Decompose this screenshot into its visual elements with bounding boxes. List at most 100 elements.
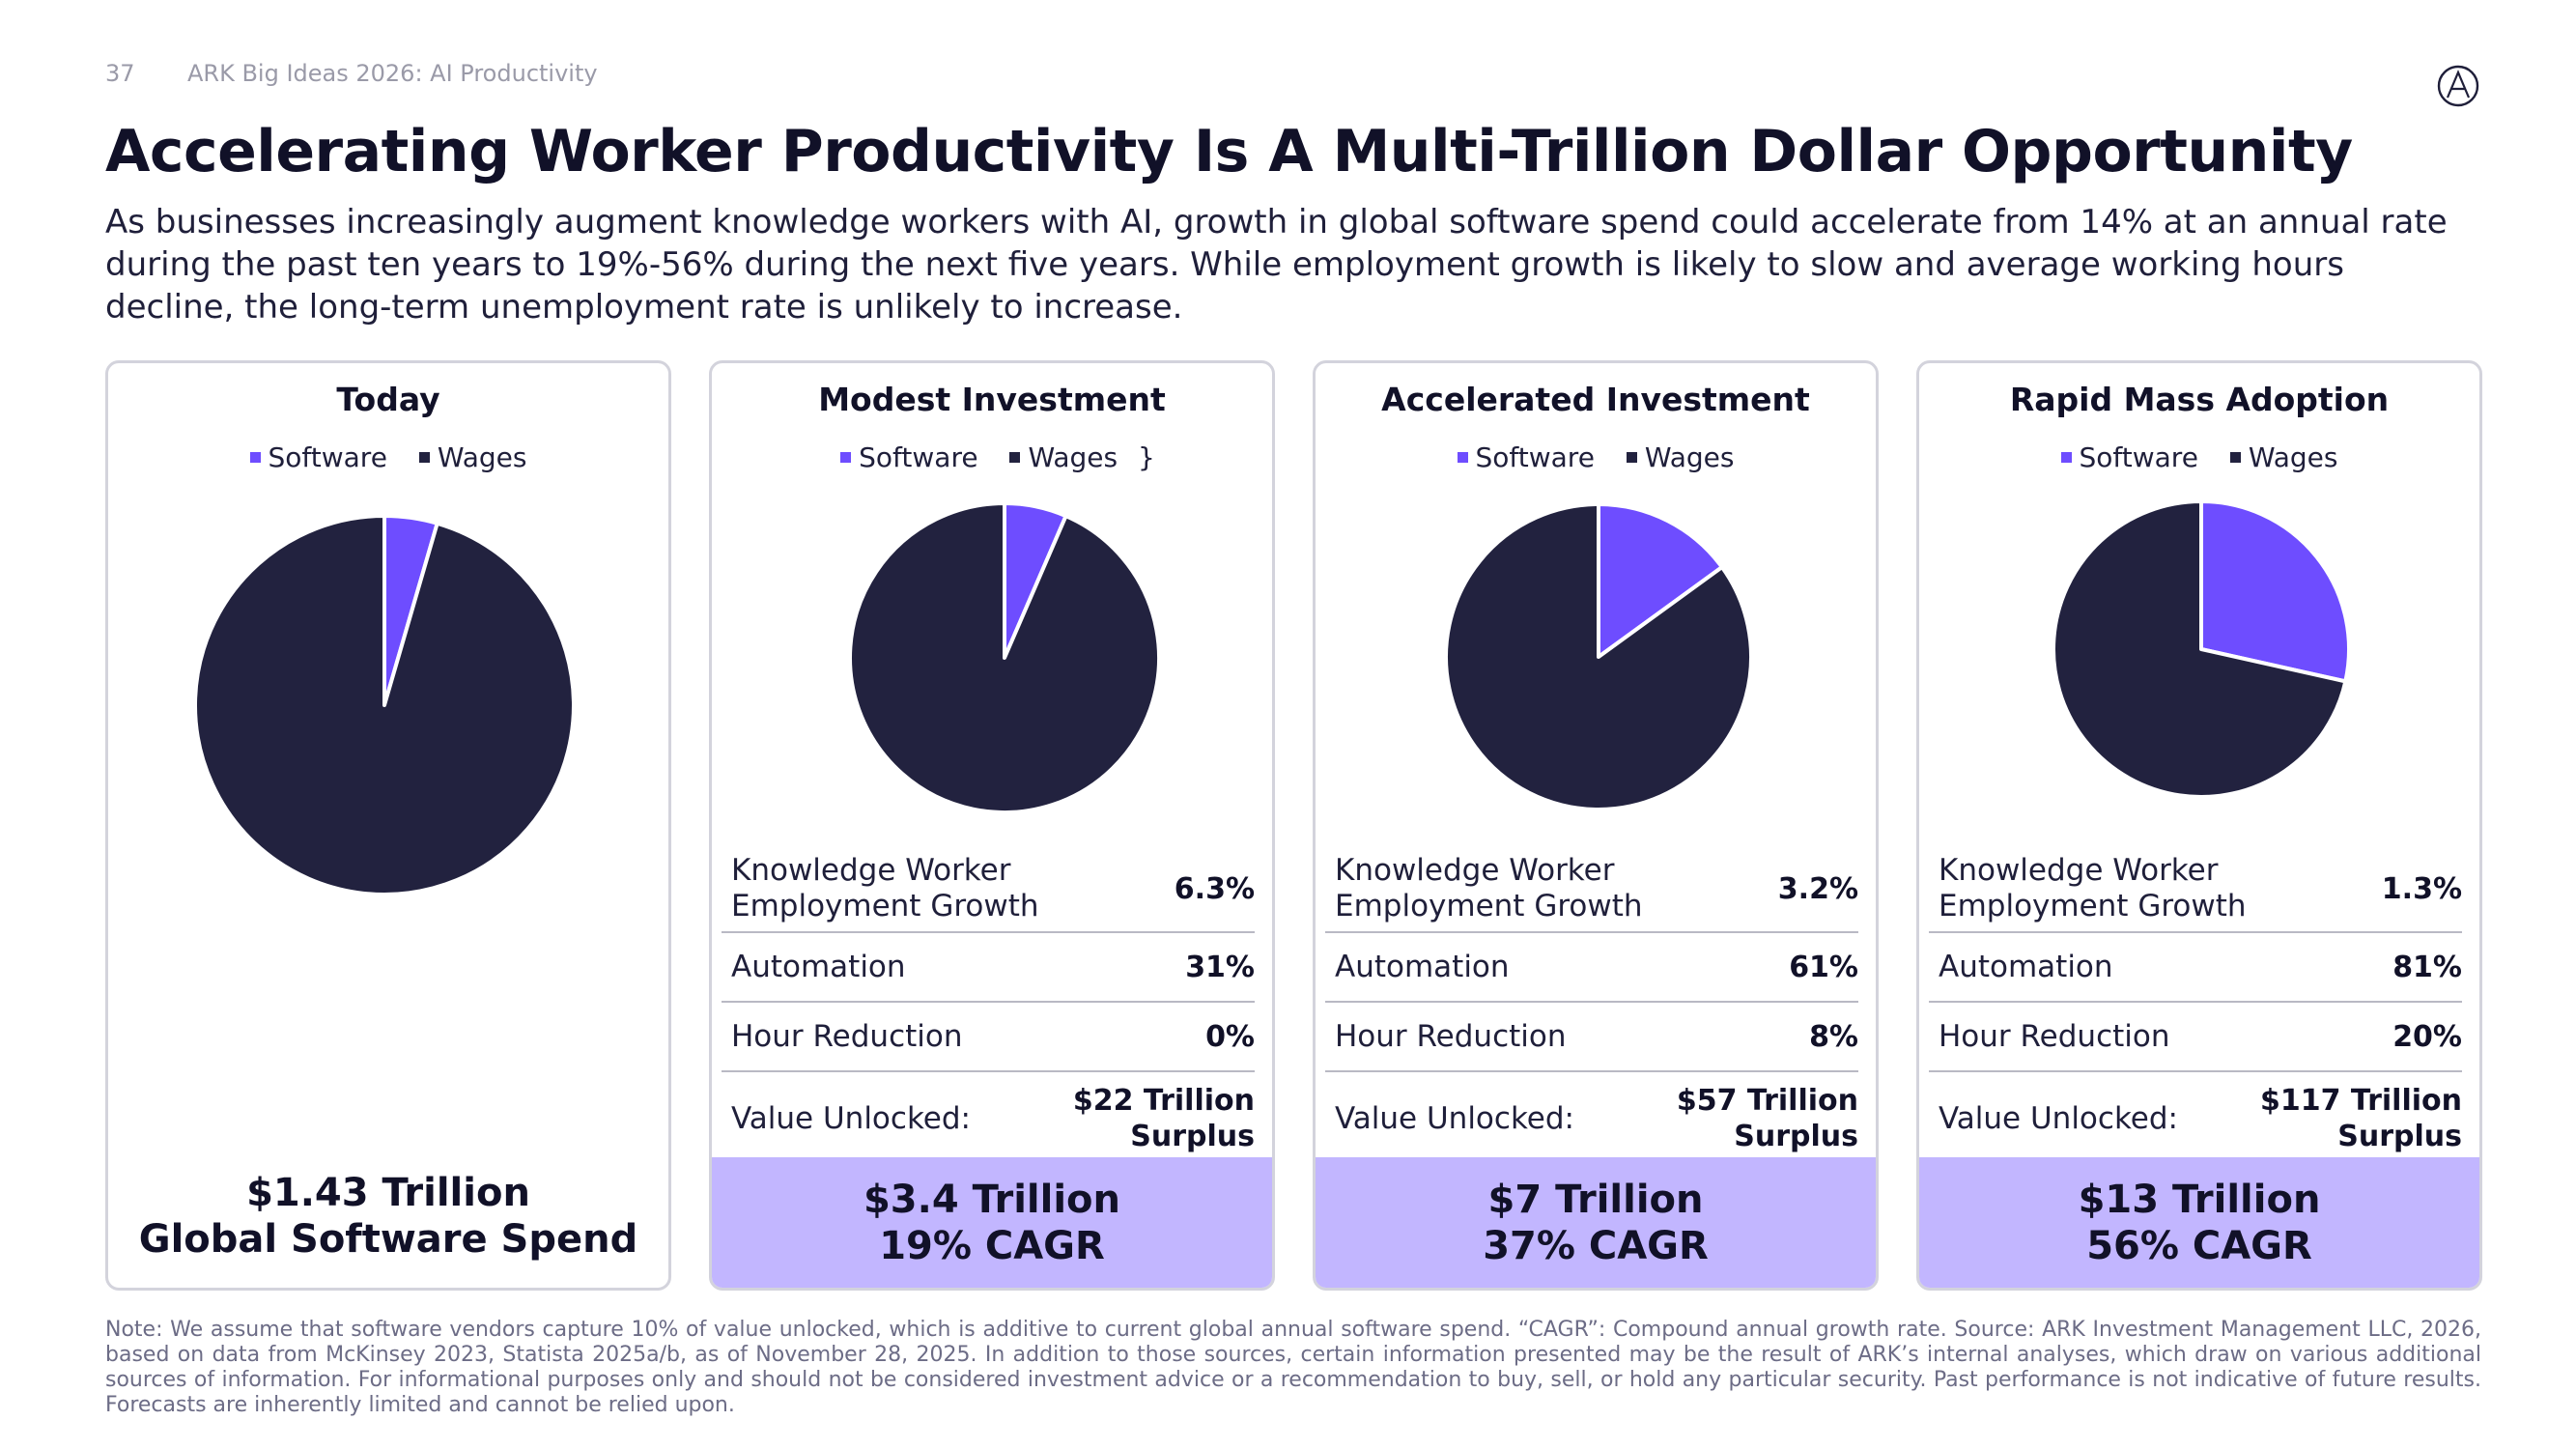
metric-row-automation: Automation 81% xyxy=(1929,933,2462,1003)
pie-chart xyxy=(1444,502,1753,811)
global-software-spend: $1.43 Trillion Global Software Spend xyxy=(108,1170,668,1263)
metric-row-value: Value Unlocked: $22 Trillion Surplus xyxy=(722,1072,1255,1165)
legend-item-wages: Wages xyxy=(1009,441,1118,473)
metric-value: 8% xyxy=(1809,1019,1858,1054)
legend-swatch-software xyxy=(249,451,261,463)
projected-cagr: 37% CAGR xyxy=(1483,1223,1709,1268)
metric-row-employment: Knowledge Worker Employment Growth 3.2% xyxy=(1325,846,1858,933)
scenario-card-modest: Modest Investment Software Wages } Knowl… xyxy=(709,360,1275,1291)
legend-label: Software xyxy=(2079,441,2198,473)
projection-band: $13 Trillion 56% CAGR xyxy=(1919,1157,2479,1288)
metric-value: 20% xyxy=(2392,1019,2462,1054)
metric-value: 0% xyxy=(1205,1019,1255,1054)
legend-label: Wages xyxy=(1644,441,1735,473)
card-title: Rapid Mass Adoption xyxy=(2009,381,2390,418)
legend-swatch-wages xyxy=(2229,451,2241,463)
page-subtitle: As businesses increasingly augment knowl… xyxy=(105,203,2448,327)
metric-row-automation: Automation 31% xyxy=(722,933,1255,1003)
metric-label: Hour Reduction xyxy=(1939,1018,2170,1054)
metric-row-hours: Hour Reduction 0% xyxy=(722,1003,1255,1072)
metric-label: Value Unlocked: xyxy=(1335,1100,1574,1136)
page-number: 37 xyxy=(105,60,135,87)
metric-label: Automation xyxy=(731,949,906,984)
metric-label: Automation xyxy=(1939,949,2113,984)
pie-slice-wages xyxy=(1444,502,1753,811)
scenario-card-accelerated: Accelerated Investment Software Wages Kn… xyxy=(1313,360,1879,1291)
metric-value: 3.2% xyxy=(1777,871,1858,906)
card-title: Accelerated Investment xyxy=(1381,381,1810,418)
value-amount: $57 Trillion xyxy=(1676,1084,1858,1118)
metric-row-employment: Knowledge Worker Employment Growth 6.3% xyxy=(722,846,1255,933)
projected-spend: $7 Trillion xyxy=(1487,1177,1704,1222)
pie-slice-wages xyxy=(193,514,576,896)
metric-value: $57 Trillion Surplus xyxy=(1677,1083,1858,1154)
deck-title: ARK Big Ideas 2026: AI Productivity xyxy=(187,60,598,87)
pie-slice-wages xyxy=(848,501,1161,814)
metric-value: 6.3% xyxy=(1174,871,1255,906)
projection-band: $7 Trillion 37% CAGR xyxy=(1316,1157,1876,1288)
pie-chart xyxy=(193,514,576,896)
pie-chart xyxy=(848,501,1161,814)
metric-label: Knowledge Worker Employment Growth xyxy=(731,853,1039,923)
projected-cagr: 19% CAGR xyxy=(879,1223,1105,1268)
value-suffix: Surplus xyxy=(1130,1120,1255,1153)
legend-swatch-wages xyxy=(1626,451,1637,463)
page-title: Accelerating Worker Productivity Is A Mu… xyxy=(105,118,2353,185)
metric-label: Value Unlocked: xyxy=(1939,1100,2178,1136)
metrics-table: Knowledge Worker Employment Growth 1.3% … xyxy=(1929,846,2462,1165)
metrics-table: Knowledge Worker Employment Growth 6.3% … xyxy=(722,846,1255,1165)
legend-label: Software xyxy=(1475,441,1595,473)
metric-label: Knowledge Worker Employment Growth xyxy=(1939,853,2247,923)
metric-label: Hour Reduction xyxy=(1335,1018,1567,1054)
chart-legend: Software Wages } xyxy=(712,441,1272,473)
ark-logo-icon xyxy=(2437,65,2479,107)
projection-band: $3.4 Trillion 19% CAGR xyxy=(712,1157,1272,1288)
footnote: Note: We assume that software vendors ca… xyxy=(105,1318,2481,1417)
chart-legend: Software Wages xyxy=(1919,441,2479,473)
card-title: Today xyxy=(336,381,440,418)
legend-swatch-software xyxy=(2060,451,2072,463)
value-suffix: Surplus xyxy=(2337,1120,2462,1153)
legend-label: Wages xyxy=(1028,441,1118,473)
metric-label: Knowledge Worker Employment Growth xyxy=(1335,853,1643,923)
legend-item-wages: Wages xyxy=(418,441,526,473)
projected-cagr: 56% CAGR xyxy=(2086,1223,2312,1268)
legend-item-software: Software xyxy=(249,441,387,473)
pie-slice-software xyxy=(1597,502,1724,659)
metric-value: $22 Trillion Surplus xyxy=(1073,1083,1255,1154)
legend-item-software: Software xyxy=(2060,441,2198,473)
metric-label: Automation xyxy=(1335,949,1510,984)
card-title: Modest Investment xyxy=(818,381,1166,418)
legend-swatch-wages xyxy=(1009,451,1021,463)
metric-row-value: Value Unlocked: $117 Trillion Surplus xyxy=(1929,1072,2462,1165)
pie-slice-software xyxy=(2199,499,2351,684)
scenario-card-rapid: Rapid Mass Adoption Software Wages Knowl… xyxy=(1916,360,2482,1291)
metric-label: Hour Reduction xyxy=(731,1018,963,1054)
metric-value: $117 Trillion Surplus xyxy=(2260,1083,2462,1154)
metric-value: 61% xyxy=(1789,950,1858,984)
projected-spend: $3.4 Trillion xyxy=(863,1177,1121,1222)
legend-item-software: Software xyxy=(840,441,978,473)
metric-row-automation: Automation 61% xyxy=(1325,933,1858,1003)
legend-item-wages: Wages xyxy=(1626,441,1735,473)
chart-legend: Software Wages xyxy=(1316,441,1876,473)
metric-value: 81% xyxy=(2392,950,2462,984)
metric-value: 31% xyxy=(1185,950,1255,984)
metric-row-employment: Knowledge Worker Employment Growth 1.3% xyxy=(1929,846,2462,933)
legend-label: Wages xyxy=(2248,441,2338,473)
legend-swatch-wages xyxy=(418,451,430,463)
legend-label: Software xyxy=(859,441,978,473)
footer-caption: Global Software Spend xyxy=(138,1217,638,1262)
footer-amount: $1.43 Trillion xyxy=(246,1171,530,1215)
metric-row-value: Value Unlocked: $57 Trillion Surplus xyxy=(1325,1072,1858,1165)
legend-item-wages: Wages xyxy=(2229,441,2338,473)
value-suffix: Surplus xyxy=(1734,1120,1858,1153)
legend-label: Software xyxy=(268,441,387,473)
metrics-table: Knowledge Worker Employment Growth 3.2% … xyxy=(1325,846,1858,1165)
value-amount: $22 Trillion xyxy=(1072,1084,1255,1118)
metric-row-hours: Hour Reduction 8% xyxy=(1325,1003,1858,1072)
projected-spend: $13 Trillion xyxy=(2078,1177,2321,1222)
legend-swatch-software xyxy=(1457,451,1468,463)
metric-row-hours: Hour Reduction 20% xyxy=(1929,1003,2462,1072)
metric-value: 1.3% xyxy=(2381,871,2462,906)
